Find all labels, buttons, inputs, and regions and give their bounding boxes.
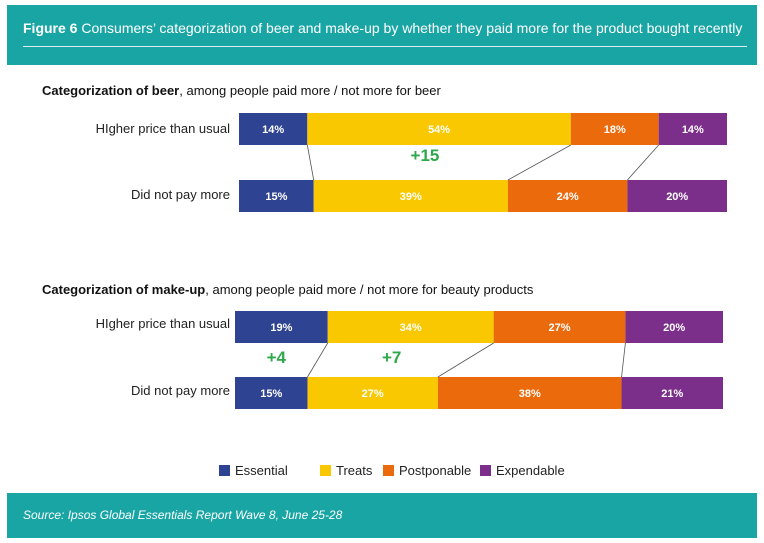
legend-item-essential: Essential [219, 463, 320, 478]
legend-label-treats: Treats [336, 463, 373, 478]
chart-legend: Essential Treats Postponable Expendable [219, 463, 565, 478]
beer-row-label-higher: HIgher price than usual [95, 121, 230, 136]
beer-title-bold: Categorization of beer [42, 83, 180, 98]
beer-value-label-higher-postponable: 18% [604, 124, 626, 136]
makeup-bar-higher-treats [327, 311, 494, 343]
beer-value-label-not-more-treats: 39% [400, 191, 422, 203]
beer-value-label-not-more-postponable: 24% [557, 191, 579, 203]
figure-header: Figure 6 Consumers’ categorization of be… [7, 5, 757, 65]
source-note: Source: Ipsos Global Essentials Report W… [23, 508, 343, 522]
beer-bar-higher-treats [307, 113, 571, 145]
makeup-bar-higher-expendable [625, 311, 723, 343]
header-divider [23, 46, 747, 47]
legend-item-expendable: Expendable [480, 463, 565, 478]
legend-swatch-postponable [383, 465, 394, 476]
makeup-bar-not-more-postponable [437, 377, 622, 409]
legend-label-postponable: Postponable [399, 463, 472, 478]
makeup-value-label-higher-treats: 34% [400, 322, 422, 334]
beer-bar-higher-postponable [570, 113, 659, 145]
beer-bar-not-more-expendable [627, 180, 727, 212]
makeup-row-label-not-more: Did not pay more [131, 383, 230, 398]
beer-value-label-higher-expendable: 14% [682, 124, 704, 136]
makeup-bar-not-more-essential [235, 377, 308, 409]
makeup-title-bold: Categorization of make-up [42, 282, 206, 297]
makeup-title-rest: , among people paid more / not more for … [205, 282, 534, 297]
beer-connector-line [306, 144, 315, 181]
makeup-connector-line [621, 342, 626, 378]
makeup-section-title: Categorization of make-up, among people … [42, 282, 533, 297]
makeup-bar-not-more-treats [307, 377, 438, 409]
legend-swatch-essential [219, 465, 230, 476]
makeup-bar-higher-postponable [493, 311, 626, 343]
makeup-value-label-higher-essential: 19% [270, 322, 292, 334]
makeup-connector-line [437, 342, 494, 378]
beer-value-label-not-more-expendable: 20% [666, 191, 688, 203]
makeup-connector-line [307, 342, 329, 378]
beer-bar-higher-expendable [658, 113, 727, 145]
beer-section-title: Categorization of beer, among people pai… [42, 83, 441, 98]
beer-bar-higher-essential [239, 113, 308, 145]
legend-swatch-expendable [480, 465, 491, 476]
makeup-delta-annotation: +7 [382, 348, 401, 367]
legend-label-expendable: Expendable [496, 463, 565, 478]
makeup-value-label-higher-postponable: 27% [549, 322, 571, 334]
beer-connector-line [507, 144, 572, 181]
figure-footer: Source: Ipsos Global Essentials Report W… [7, 493, 757, 538]
beer-value-label-higher-treats: 54% [428, 124, 450, 136]
beer-value-label-higher-essential: 14% [262, 124, 284, 136]
makeup-value-label-not-more-expendable: 21% [661, 388, 683, 400]
makeup-value-label-higher-expendable: 20% [663, 322, 685, 334]
legend-item-treats: Treats [320, 463, 383, 478]
makeup-bar-not-more-expendable [621, 377, 723, 409]
makeup-value-label-not-more-essential: 15% [260, 388, 282, 400]
makeup-row-label-higher: HIgher price than usual [95, 316, 230, 331]
legend-label-essential: Essential [235, 463, 288, 478]
beer-bar-not-more-treats [313, 180, 508, 212]
beer-delta-annotation: +15 [411, 146, 440, 165]
makeup-value-label-not-more-postponable: 38% [519, 388, 541, 400]
beer-connector-line [627, 144, 659, 181]
beer-title-rest: , among people paid more / not more for … [179, 83, 441, 98]
makeup-value-label-not-more-treats: 27% [362, 388, 384, 400]
figure-label: Figure 6 [23, 20, 78, 36]
beer-row-label-not-more: Did not pay more [131, 187, 230, 202]
figure-title: Figure 6 Consumers’ categorization of be… [23, 20, 742, 36]
figure-title-text: Consumers’ categorization of beer and ma… [81, 20, 743, 36]
legend-item-postponable: Postponable [383, 463, 480, 478]
beer-value-label-not-more-essential: 15% [265, 191, 287, 203]
beer-bar-not-more-postponable [507, 180, 628, 212]
makeup-delta-annotation: +4 [267, 348, 287, 367]
legend-swatch-treats [320, 465, 331, 476]
beer-bar-not-more-essential [239, 180, 314, 212]
makeup-bar-higher-essential [235, 311, 328, 343]
